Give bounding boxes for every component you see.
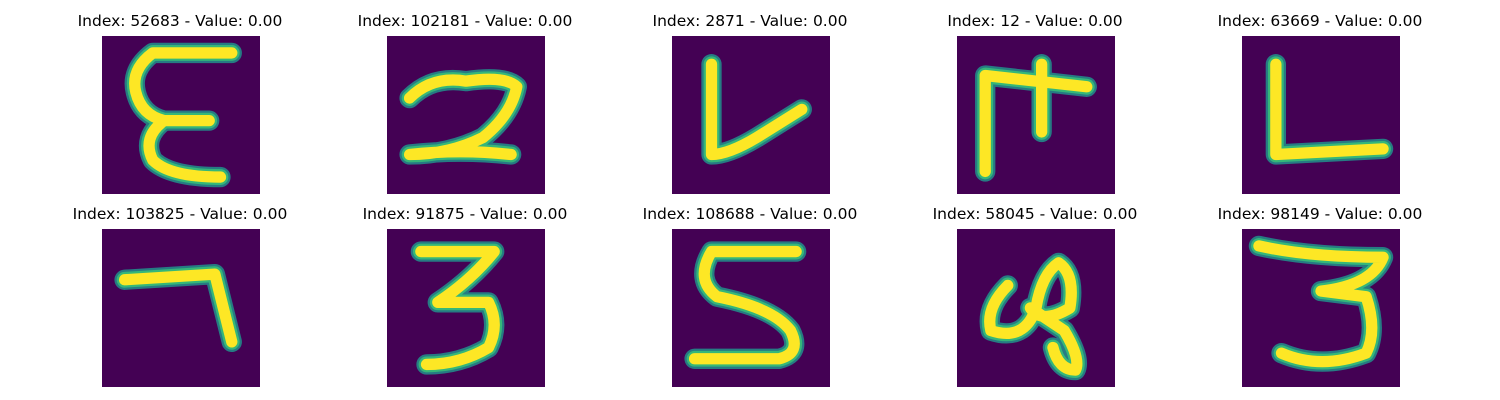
glyph-7-icon (114, 263, 242, 353)
panel-title: Index: 91875 - Value: 0.00 (362, 205, 568, 223)
digit-image (672, 36, 830, 194)
digit-image (102, 36, 260, 194)
glyph-l-icon (1265, 54, 1394, 165)
digit-image (387, 36, 545, 194)
digit-image (1242, 36, 1400, 194)
panel-2: Index: 102181 - Value: 0.00 (325, 12, 605, 197)
glyph-g-icon (979, 252, 1088, 381)
digit-image (1242, 229, 1400, 387)
panel-5: Index: 63669 - Value: 0.00 (1180, 12, 1460, 197)
panel-3: Index: 2871 - Value: 0.00 (610, 12, 890, 197)
panel-1: Index: 52683 - Value: 0.00 (40, 12, 320, 197)
panel-title: Index: 63669 - Value: 0.00 (1217, 12, 1423, 30)
panel-title: Index: 102181 - Value: 0.00 (357, 12, 573, 30)
panel-6: Index: 103825 - Value: 0.00 (40, 205, 320, 390)
digit-image (387, 229, 545, 387)
digit-image (102, 229, 260, 387)
digit-image (957, 229, 1115, 387)
panel-4: Index: 12 - Value: 0.00 (895, 12, 1175, 197)
glyph-3-icon (410, 241, 505, 375)
glyph-s-icon (684, 241, 807, 369)
glyph-f-icon (975, 54, 1097, 182)
panel-title: Index: 58045 - Value: 0.00 (932, 205, 1138, 223)
panel-title: Index: 52683 - Value: 0.00 (77, 12, 283, 30)
panel-title: Index: 103825 - Value: 0.00 (72, 205, 288, 223)
panel-10: Index: 98149 - Value: 0.00 (1180, 205, 1460, 390)
panel-7: Index: 91875 - Value: 0.00 (325, 205, 605, 390)
panel-8: Index: 108688 - Value: 0.00 (610, 205, 890, 390)
panel-title: Index: 98149 - Value: 0.00 (1217, 205, 1423, 223)
glyph-3b-icon (1248, 235, 1394, 372)
digit-image (957, 36, 1115, 194)
digit-image (672, 229, 830, 387)
panel-title: Index: 12 - Value: 0.00 (947, 12, 1123, 30)
glyph-v-icon (701, 54, 812, 165)
panel-9: Index: 58045 - Value: 0.00 (895, 205, 1175, 390)
glyph-2-icon (399, 69, 527, 165)
glyph-e-icon (124, 42, 242, 188)
panel-title: Index: 2871 - Value: 0.00 (652, 12, 848, 30)
panel-title: Index: 108688 - Value: 0.00 (642, 205, 858, 223)
